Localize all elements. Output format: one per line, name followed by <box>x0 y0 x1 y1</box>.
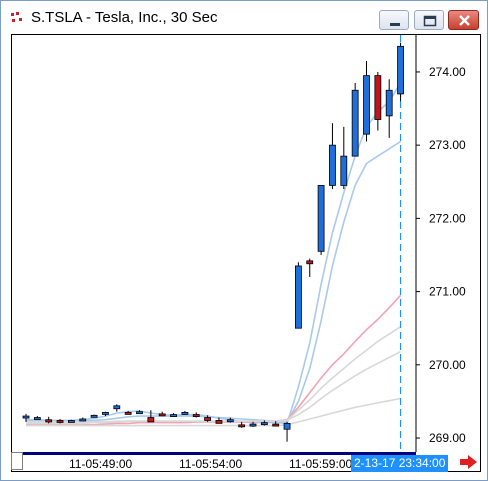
candle[interactable] <box>113 404 121 412</box>
candle-body <box>363 75 370 135</box>
candle-body <box>340 155 348 186</box>
candle[interactable] <box>238 421 246 428</box>
window-title: S.TSLA - Tesla, Inc., 30 Sec <box>31 9 218 26</box>
scroll-box[interactable] <box>11 452 23 470</box>
close-button[interactable] <box>448 10 479 30</box>
moving-average-line <box>26 350 401 423</box>
candle-body <box>329 144 336 186</box>
candle[interactable] <box>45 416 53 424</box>
candle-body <box>204 417 212 421</box>
candle[interactable] <box>215 417 223 424</box>
candle[interactable] <box>124 410 132 415</box>
candlestick-chart[interactable]: 274.00 273.00 272.00 271.00 270.00 269.00 <box>12 35 480 471</box>
candle[interactable] <box>351 82 359 157</box>
x-axis-bar <box>12 452 416 455</box>
candle-body <box>249 423 257 427</box>
candle[interactable] <box>56 418 64 424</box>
candle-body <box>136 411 143 415</box>
y-tick-label: 274.00 <box>429 65 466 79</box>
candle-body <box>215 420 223 424</box>
y-tick-label: 270.00 <box>429 358 466 372</box>
candle-body <box>283 422 291 430</box>
candle-body <box>56 420 64 423</box>
candle[interactable] <box>90 414 98 418</box>
candle[interactable] <box>192 412 200 418</box>
candle-body <box>385 89 393 117</box>
candle-body <box>294 265 302 329</box>
candle-body <box>351 89 359 157</box>
scroll-right-arrow-icon[interactable] <box>459 454 479 470</box>
candle[interactable] <box>317 185 325 255</box>
candle[interactable] <box>294 262 302 329</box>
chart-area[interactable]: 274.00 273.00 272.00 271.00 270.00 269.00 <box>11 34 481 472</box>
candle[interactable] <box>68 419 75 423</box>
moving-average-line <box>26 326 402 425</box>
maximize-button[interactable] <box>414 10 444 30</box>
candle-body <box>272 423 280 427</box>
y-tick-label: 269.00 <box>429 431 466 445</box>
candle[interactable] <box>397 42 404 102</box>
candle[interactable] <box>158 411 166 417</box>
y-tick-label: 272.00 <box>429 211 466 225</box>
candle[interactable] <box>181 410 189 415</box>
candle[interactable] <box>204 415 212 422</box>
moving-average-line <box>26 140 402 423</box>
candle[interactable] <box>272 421 280 427</box>
candle[interactable] <box>170 413 177 417</box>
candle[interactable] <box>340 126 348 190</box>
candle-body <box>68 420 75 423</box>
candle-body <box>33 417 41 420</box>
candle[interactable] <box>136 410 143 415</box>
app-chart-icon <box>11 12 22 22</box>
maximize-icon <box>423 15 437 27</box>
moving-average-line <box>26 294 402 426</box>
candle[interactable] <box>102 411 109 417</box>
candle-body <box>102 411 109 415</box>
candle[interactable] <box>329 123 336 190</box>
candle[interactable] <box>79 417 87 422</box>
candle-body <box>238 424 246 428</box>
candle[interactable] <box>226 417 234 423</box>
candle-body <box>90 414 98 418</box>
candle-body <box>45 419 53 423</box>
candle-body <box>374 75 382 120</box>
y-tick-label: 271.00 <box>429 285 466 299</box>
candle[interactable] <box>385 79 393 138</box>
x-tick-label: 11-05:49:00 <box>69 457 133 471</box>
candle-body <box>317 185 325 252</box>
title-bar[interactable]: S.TSLA - Tesla, Inc., 30 Sec <box>1 1 487 33</box>
candle[interactable] <box>249 421 257 428</box>
candle[interactable] <box>374 71 382 131</box>
candle[interactable] <box>147 410 155 423</box>
candle-body <box>124 411 132 415</box>
candle-body <box>192 414 200 417</box>
x-tick-label: 11-05:59:00 <box>289 457 353 471</box>
candle[interactable] <box>363 60 370 142</box>
candle-body <box>22 415 30 419</box>
moving-average-line <box>26 397 401 427</box>
candle-body <box>170 414 177 417</box>
candle[interactable] <box>33 416 41 420</box>
minimize-button[interactable] <box>379 10 409 30</box>
candle[interactable] <box>22 413 30 422</box>
candle[interactable] <box>260 420 268 426</box>
candle-body <box>397 45 404 95</box>
cursor-time-label: 2-13-17 23:34:00 <box>351 455 449 472</box>
candle-body <box>260 422 268 426</box>
minimize-icon <box>390 23 400 26</box>
candle-body <box>181 411 189 415</box>
candle[interactable] <box>283 421 291 442</box>
close-icon <box>459 15 470 26</box>
candle-body <box>79 418 87 422</box>
candle-body <box>306 260 314 265</box>
candle-body <box>158 413 166 417</box>
candle[interactable] <box>306 258 314 277</box>
candle-body <box>113 405 121 410</box>
y-tick-label: 273.00 <box>429 138 466 152</box>
moving-average-line <box>26 82 402 425</box>
candle-body <box>226 419 234 423</box>
x-tick-label: 11-05:54:00 <box>179 457 243 471</box>
candle-body <box>147 417 155 423</box>
